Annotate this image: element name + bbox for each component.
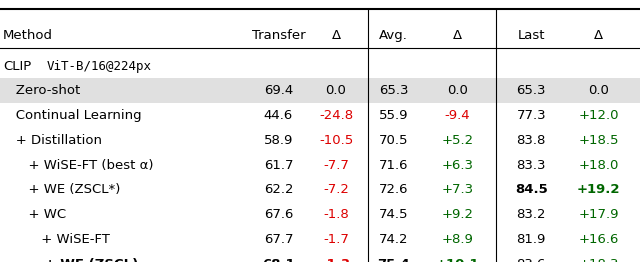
Text: +9.2: +9.2 (442, 208, 474, 221)
Text: 0.0: 0.0 (326, 84, 346, 97)
Text: +12.0: +12.0 (578, 109, 619, 122)
Text: -1.8: -1.8 (323, 208, 349, 221)
Text: + WiSE-FT: + WiSE-FT (3, 233, 110, 246)
Text: + Distillation: + Distillation (3, 134, 102, 147)
Text: 71.6: 71.6 (379, 159, 408, 172)
Text: 74.5: 74.5 (379, 208, 408, 221)
Text: -7.2: -7.2 (323, 183, 349, 196)
Text: 69.4: 69.4 (264, 84, 293, 97)
Text: 0.0: 0.0 (588, 84, 609, 97)
Text: +17.9: +17.9 (578, 208, 619, 221)
Text: 55.9: 55.9 (379, 109, 408, 122)
Text: ViT-B/16@224px: ViT-B/16@224px (47, 60, 152, 73)
Text: 77.3: 77.3 (516, 109, 546, 122)
Text: 84.5: 84.5 (515, 183, 548, 196)
Text: 65.3: 65.3 (516, 84, 546, 97)
Text: + WC: + WC (3, 208, 67, 221)
Text: 70.5: 70.5 (379, 134, 408, 147)
Text: +16.6: +16.6 (578, 233, 619, 246)
Text: 58.9: 58.9 (264, 134, 293, 147)
Text: -7.7: -7.7 (323, 159, 349, 172)
Text: Avg.: Avg. (379, 29, 408, 42)
Text: 67.7: 67.7 (264, 233, 293, 246)
Text: Δ: Δ (453, 29, 462, 42)
Text: Transfer: Transfer (252, 29, 305, 42)
Text: 83.2: 83.2 (516, 208, 546, 221)
Text: +8.9: +8.9 (442, 233, 474, 246)
Text: 61.7: 61.7 (264, 159, 293, 172)
Text: + WE (ZSCL*): + WE (ZSCL*) (3, 183, 120, 196)
Text: 75.4: 75.4 (378, 258, 410, 262)
Text: + WE (ZSCL): + WE (ZSCL) (3, 258, 138, 262)
Text: +18.3: +18.3 (578, 258, 619, 262)
Text: 72.6: 72.6 (379, 183, 408, 196)
Text: 68.1: 68.1 (262, 258, 295, 262)
Text: 0.0: 0.0 (447, 84, 468, 97)
Text: 62.2: 62.2 (264, 183, 293, 196)
Text: +6.3: +6.3 (442, 159, 474, 172)
Text: -24.8: -24.8 (319, 109, 353, 122)
Text: CLIP: CLIP (3, 60, 31, 73)
Text: +7.3: +7.3 (442, 183, 474, 196)
Text: -1.7: -1.7 (323, 233, 349, 246)
Text: +19.2: +19.2 (577, 183, 620, 196)
Text: 67.6: 67.6 (264, 208, 293, 221)
Text: Zero-shot: Zero-shot (3, 84, 81, 97)
Text: Δ: Δ (332, 29, 340, 42)
Text: 83.8: 83.8 (516, 134, 546, 147)
Text: 44.6: 44.6 (264, 109, 293, 122)
FancyBboxPatch shape (0, 78, 640, 103)
Text: 83.6: 83.6 (516, 258, 546, 262)
Text: 65.3: 65.3 (379, 84, 408, 97)
Text: +18.5: +18.5 (578, 134, 619, 147)
Text: 81.9: 81.9 (516, 233, 546, 246)
Text: Continual Learning: Continual Learning (3, 109, 142, 122)
Text: Method: Method (3, 29, 53, 42)
Text: -10.5: -10.5 (319, 134, 353, 147)
Text: +10.1: +10.1 (436, 258, 479, 262)
Text: Δ: Δ (594, 29, 603, 42)
Text: -9.4: -9.4 (445, 109, 470, 122)
Text: + WiSE-FT (best α): + WiSE-FT (best α) (3, 159, 154, 172)
Text: 83.3: 83.3 (516, 159, 546, 172)
Text: +5.2: +5.2 (442, 134, 474, 147)
Text: +18.0: +18.0 (578, 159, 619, 172)
Text: 74.2: 74.2 (379, 233, 408, 246)
Text: Last: Last (518, 29, 545, 42)
Text: -1.3: -1.3 (321, 258, 351, 262)
